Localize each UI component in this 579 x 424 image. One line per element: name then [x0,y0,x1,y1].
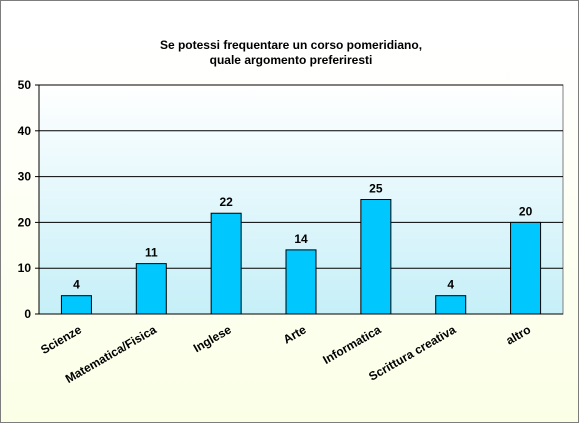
y-tick-label: 20 [18,215,32,229]
data-labels: 4 11 22 14 25 4 20 [73,182,532,292]
y-tick-label: 30 [18,170,32,184]
x-category-label: Arte [281,322,309,346]
x-category-label: Informatica [320,322,383,367]
gridlines [39,84,563,269]
y-tick-label: 50 [18,78,32,92]
x-category-label: altro [504,322,534,347]
data-label: 20 [519,204,533,218]
bar [60,295,92,315]
data-label: 4 [447,278,454,292]
chart-title-line-1: Se potessi frequentare un corso pomeridi… [160,38,422,52]
bar [285,249,317,315]
data-label: 22 [219,195,233,209]
y-tick-label: 10 [18,261,32,275]
data-label: 11 [145,246,158,260]
bar [435,295,467,315]
y-axis-ticks: 0 10 20 30 40 50 [18,78,39,321]
data-label: 14 [294,232,308,246]
data-label: 25 [369,182,383,196]
bar [510,221,542,315]
bar [135,263,167,315]
y-tick-label: 0 [24,307,31,321]
chart-title-line-2: quale argomento preferiresti [210,53,373,67]
data-label: 4 [73,278,80,292]
bar [360,199,392,315]
bars [60,199,542,315]
x-category-label: Inglese [191,322,234,355]
bar [210,212,242,315]
y-tick-label: 40 [18,124,32,138]
x-category-label: Scienze [38,322,84,357]
